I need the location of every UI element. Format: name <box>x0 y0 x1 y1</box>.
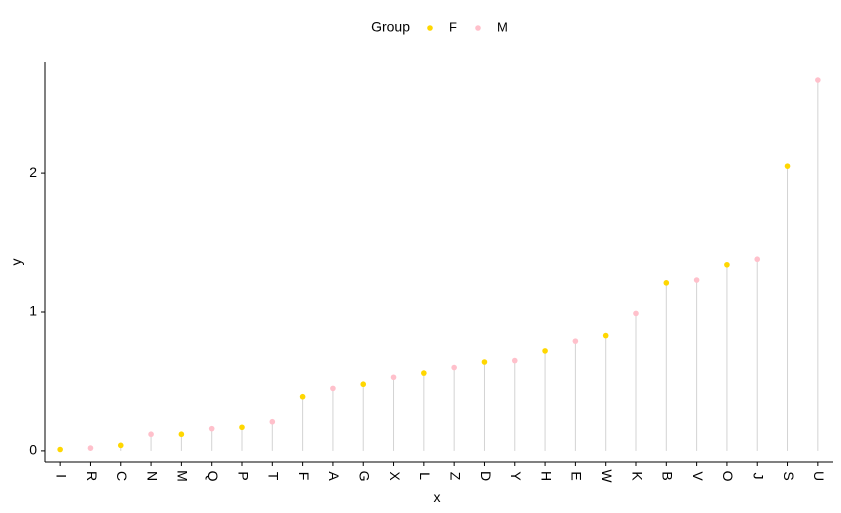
x-tick-label-H: H <box>538 471 554 481</box>
point-H <box>542 348 548 354</box>
x-tick-label-J: J <box>751 473 767 480</box>
point-L <box>421 370 427 376</box>
x-tick-label-R: R <box>84 471 100 481</box>
point-T <box>269 418 276 425</box>
x-tick-label-O: O <box>720 471 736 482</box>
x-tick-label-W: W <box>599 469 615 483</box>
legend-title: Group <box>371 19 410 35</box>
x-axis-title: x <box>434 489 441 505</box>
point-K <box>633 310 639 317</box>
x-tick-label-S: S <box>781 471 797 480</box>
stems <box>59 80 819 451</box>
point-Q <box>208 425 215 432</box>
point-Y <box>511 357 518 364</box>
x-tick-label-M: M <box>175 470 191 482</box>
y-tick-label: 1 <box>29 303 37 319</box>
x-tick-label-K: K <box>629 471 645 481</box>
legend-key-M <box>475 25 481 31</box>
legend-label-M: M <box>497 19 508 34</box>
x-tick-label-F: F <box>296 472 312 481</box>
x-tick-label-C: C <box>114 471 130 481</box>
point-J <box>754 256 761 263</box>
x-tick-label-D: D <box>478 471 494 481</box>
points <box>57 77 821 453</box>
x-tick-label-G: G <box>357 471 373 482</box>
x-tick-label-V: V <box>690 471 706 481</box>
point-B <box>663 280 670 286</box>
point-R <box>87 445 94 451</box>
point-V <box>693 277 700 283</box>
x-tick-label-N: N <box>144 471 160 481</box>
point-X <box>390 374 397 381</box>
x-tick-label-B: B <box>660 471 676 480</box>
point-S <box>784 163 791 169</box>
y-tick-label: 2 <box>29 164 37 180</box>
x-tick-label-Q: Q <box>205 471 221 482</box>
point-M <box>178 431 185 438</box>
point-E <box>572 338 579 344</box>
legend-key-F <box>427 25 433 31</box>
point-Z <box>451 364 457 371</box>
y-axis-title: y <box>8 259 24 266</box>
point-I <box>57 446 63 453</box>
x-tick-label-A: A <box>326 471 342 481</box>
legend-label-F: F <box>449 19 457 34</box>
point-O <box>724 261 730 268</box>
point-A <box>330 385 336 392</box>
point-W <box>602 332 609 339</box>
point-G <box>360 381 367 388</box>
point-F <box>299 393 306 400</box>
point-U <box>815 77 821 83</box>
y-ticks: 0 1 2 <box>29 164 45 458</box>
x-tick-label-I: I <box>53 474 69 478</box>
x-tick-label-E: E <box>569 471 585 480</box>
x-tick-label-L: L <box>417 472 433 480</box>
point-D <box>481 359 488 365</box>
y-tick-label: 0 <box>29 442 37 458</box>
point-P <box>239 424 245 431</box>
x-tick-label-U: U <box>811 471 827 481</box>
x-tick-label-T: T <box>266 472 282 481</box>
x-tick-label-Z: Z <box>447 472 463 481</box>
point-C <box>117 442 124 449</box>
x-tick-label-X: X <box>387 471 403 481</box>
point-N <box>148 431 154 438</box>
legend: Group F M <box>371 19 508 35</box>
x-tick-label-P: P <box>235 471 251 480</box>
x-tick-label-Y: Y <box>508 471 524 481</box>
